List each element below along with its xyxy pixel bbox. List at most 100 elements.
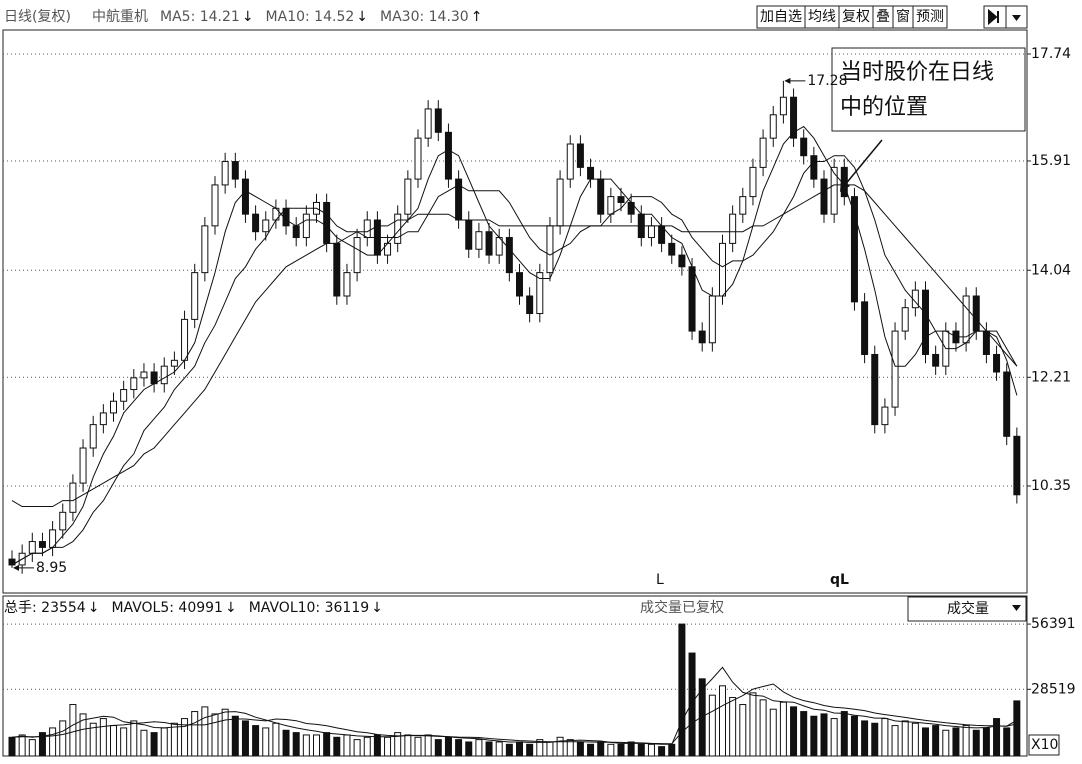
candle-body xyxy=(993,353,1001,373)
candle-body xyxy=(211,184,219,227)
candle-body xyxy=(587,166,595,180)
candle-body xyxy=(353,237,361,274)
volume-bar xyxy=(201,706,209,757)
candle-body xyxy=(607,196,615,215)
volume-selector-label: 成交量 xyxy=(947,600,989,617)
toolbar-icons xyxy=(983,5,1028,29)
toolbar-button[interactable]: 复权 xyxy=(838,5,874,29)
candle-body xyxy=(1013,435,1021,496)
candle-body xyxy=(181,318,189,361)
volume-bar xyxy=(505,743,513,757)
y-tick-label: 10.35 xyxy=(1031,478,1071,494)
volume-selector[interactable] xyxy=(907,596,1027,622)
unit-box xyxy=(1028,734,1060,756)
candle-body xyxy=(444,131,452,180)
volume-bar xyxy=(647,743,655,757)
volume-bar xyxy=(160,727,168,757)
y-tick-label: 12.21 xyxy=(1031,369,1071,385)
candle-body xyxy=(110,400,117,414)
candle-body xyxy=(333,242,341,297)
volume-bar xyxy=(302,734,310,757)
stock-name: 中航重机 xyxy=(92,9,148,25)
volume-bar xyxy=(211,713,219,757)
callout-line: 中的位置 xyxy=(840,95,928,120)
volume-bar xyxy=(658,746,666,757)
volume-bar xyxy=(1013,700,1021,757)
indicator-arrow: ↓ xyxy=(225,600,237,616)
toolbar-button[interactable]: 窗 xyxy=(892,5,914,29)
volume-bar xyxy=(191,711,199,757)
volume-bar xyxy=(262,727,270,757)
callout-box xyxy=(831,47,1026,132)
y-tick-label: 17.74 xyxy=(1031,46,1071,62)
y-tick-label: 56391 xyxy=(1031,616,1076,632)
volume-bar xyxy=(1003,727,1011,757)
volume-bar xyxy=(424,734,432,757)
annotation-label: 17.28 xyxy=(807,73,847,89)
volume-bar xyxy=(556,736,564,757)
volume-bar xyxy=(140,729,148,757)
candle-body xyxy=(576,143,584,168)
volume-bar xyxy=(810,715,818,757)
volume-bar xyxy=(272,722,280,757)
volume-bar xyxy=(861,720,869,757)
toolbar-button[interactable]: 叠 xyxy=(872,5,894,29)
candle-body xyxy=(505,237,513,274)
toolbar-button[interactable]: 预测 xyxy=(912,5,948,29)
menu-icon xyxy=(1012,15,1021,21)
volume-bar xyxy=(181,718,189,757)
volume-bar xyxy=(678,623,686,757)
volume-bar xyxy=(536,739,544,757)
volume-bar xyxy=(89,722,97,757)
toolbar-button[interactable]: 均线 xyxy=(804,5,840,29)
candle-body xyxy=(191,272,199,320)
candle-body xyxy=(932,353,940,367)
volume-bar xyxy=(972,729,980,757)
candle-body xyxy=(241,178,249,215)
candle-body xyxy=(972,295,980,332)
candle-body xyxy=(28,541,36,554)
volume-bar xyxy=(881,718,889,757)
volume-bar xyxy=(99,718,107,757)
volume-bar xyxy=(363,736,371,757)
indicator-arrow: ↓ xyxy=(88,600,100,616)
candle-body xyxy=(769,114,777,139)
toolbar-button[interactable]: 加自选 xyxy=(756,5,806,29)
volume-bar xyxy=(333,736,341,757)
volume-bar xyxy=(932,725,940,757)
candle-body xyxy=(830,166,838,215)
volume-bar xyxy=(830,718,838,757)
candle-body xyxy=(881,406,889,426)
volume-bar xyxy=(850,715,858,757)
candle-body xyxy=(221,161,229,186)
volume-bar xyxy=(252,725,260,757)
volume-bar xyxy=(404,734,412,757)
candle-body xyxy=(719,242,726,297)
button-label: 窗 xyxy=(896,8,910,25)
y-tick-label: 28519 xyxy=(1031,681,1076,697)
candle-body xyxy=(343,272,351,297)
volume-bar xyxy=(79,713,87,757)
ma-line xyxy=(11,683,1018,745)
candle-body xyxy=(404,178,412,215)
indicator-arrow: ↓ xyxy=(242,9,254,25)
volume-bar xyxy=(698,678,706,757)
candle-body xyxy=(1003,371,1011,437)
candle-body xyxy=(790,96,798,139)
candle-body xyxy=(38,541,46,548)
volume-bar xyxy=(8,736,16,757)
volume-bar xyxy=(769,708,777,757)
volume-bar xyxy=(516,741,523,757)
volume-bar xyxy=(384,736,392,757)
indicator: MA30: 14.30 xyxy=(380,9,469,25)
candle-body xyxy=(69,482,77,513)
volume-bar xyxy=(150,732,158,757)
volume-bar xyxy=(485,741,493,757)
volume-bar xyxy=(323,732,331,757)
volume-bar xyxy=(231,715,239,757)
y-tick-label: 14.04 xyxy=(1031,262,1071,278)
volume-bar xyxy=(820,713,828,757)
volume-bar xyxy=(982,727,990,757)
candle-body xyxy=(323,201,331,244)
volume-bar xyxy=(749,692,757,757)
